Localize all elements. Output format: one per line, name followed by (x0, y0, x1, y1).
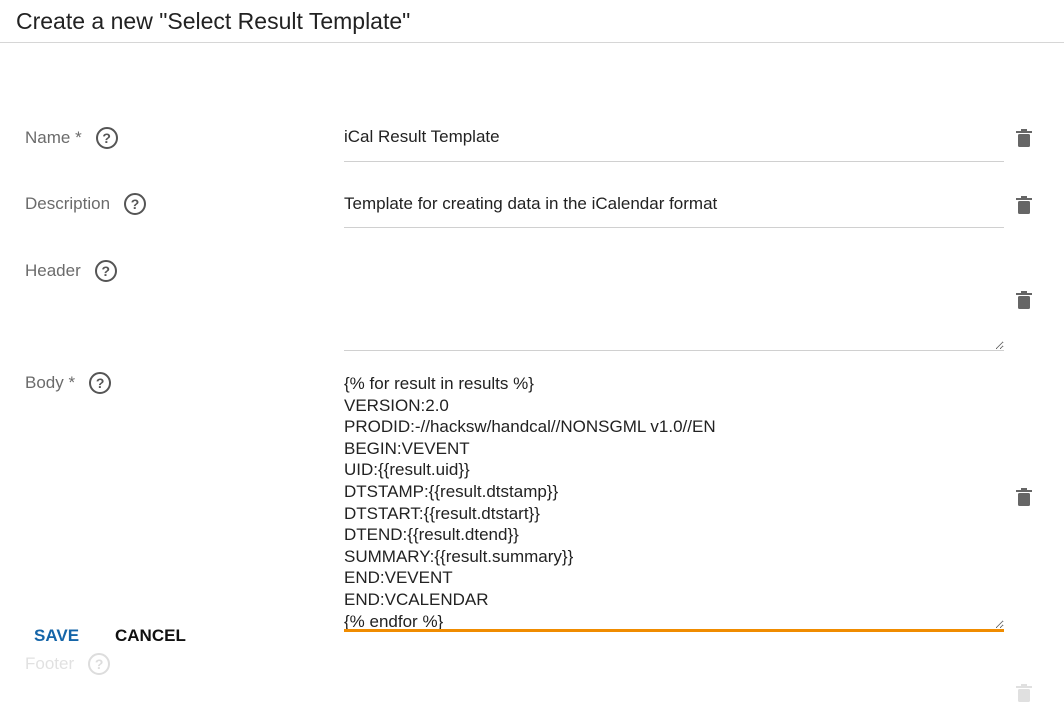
description-label: Description (25, 194, 111, 213)
help-icon[interactable]: ? (95, 127, 118, 149)
description-input[interactable]: Template for creating data in the iCalen… (344, 194, 1004, 228)
help-icon: ? (88, 653, 111, 675)
trash-icon[interactable] (1016, 488, 1032, 506)
trash-icon[interactable] (1016, 196, 1032, 214)
cancel-button[interactable]: CANCEL (115, 622, 186, 650)
help-icon[interactable]: ? (89, 372, 112, 394)
help-icon[interactable]: ? (124, 193, 147, 215)
header-label: Header (25, 261, 81, 280)
save-button[interactable]: SAVE (34, 622, 79, 650)
trash-icon[interactable] (1016, 129, 1032, 147)
body-label: Body * (25, 373, 76, 392)
help-icon[interactable]: ? (94, 260, 117, 282)
body-textarea[interactable]: {% for result in results %} VERSION:2.0 … (344, 373, 1004, 632)
footer-label: Footer (25, 654, 75, 673)
dialog-title: Create a new "Select Result Template" (0, 0, 1064, 43)
name-label: Name * (25, 128, 82, 147)
trash-icon (1016, 684, 1032, 702)
trash-icon[interactable] (1016, 291, 1032, 309)
header-textarea[interactable] (344, 261, 1004, 351)
name-input[interactable]: iCal Result Template (344, 127, 1004, 162)
